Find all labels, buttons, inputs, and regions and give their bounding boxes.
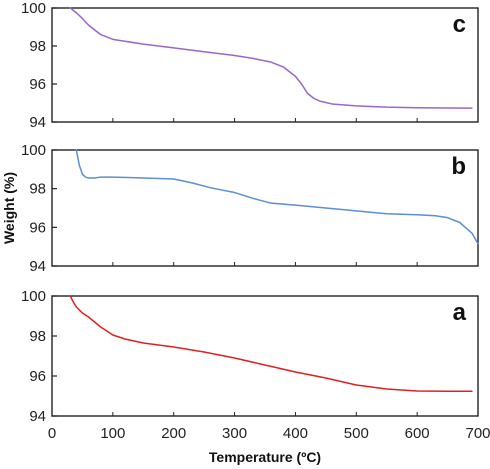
x-tick-label: 100 bbox=[100, 425, 125, 442]
panel-b: 94 96 98 100 b bbox=[21, 142, 479, 275]
y-tick-label: 100 bbox=[21, 142, 46, 159]
series-line-a bbox=[69, 295, 473, 392]
x-tick-label: 300 bbox=[222, 425, 247, 442]
panel-c-frame bbox=[51, 7, 479, 123]
x-tick-label: 200 bbox=[161, 425, 186, 442]
panel-a: 94 96 98 100 a bbox=[21, 288, 479, 425]
y-tick-label: 98 bbox=[29, 181, 46, 198]
y-axis-title: Weight (%) bbox=[1, 172, 17, 244]
x-tick-label: 700 bbox=[465, 425, 490, 442]
panel-label-c: c bbox=[453, 11, 466, 38]
x-tick-label: 600 bbox=[405, 425, 430, 442]
y-tick-label: 94 bbox=[29, 258, 46, 275]
panel-c: 94 96 98 100 c bbox=[21, 0, 479, 131]
panel-a-frame bbox=[51, 295, 479, 417]
y-tick-label: 98 bbox=[29, 38, 46, 55]
x-tick-label: 500 bbox=[344, 425, 369, 442]
y-tick-label: 96 bbox=[29, 368, 46, 385]
series-line-b bbox=[75, 149, 479, 245]
x-tick-label: 400 bbox=[283, 425, 308, 442]
y-tick-label: 94 bbox=[29, 408, 46, 425]
series-line-c bbox=[69, 7, 473, 109]
y-tick-label: 94 bbox=[29, 114, 46, 131]
panel-label-b: b bbox=[451, 153, 466, 180]
panel-label-a: a bbox=[453, 299, 467, 326]
x-axis-title: Temperature (ºC) bbox=[209, 449, 321, 465]
y-tick-label: 98 bbox=[29, 328, 46, 345]
y-tick-label: 100 bbox=[21, 288, 46, 305]
x-tick-label: 0 bbox=[48, 425, 56, 442]
y-tick-label: 96 bbox=[29, 76, 46, 93]
panel-b-frame bbox=[51, 149, 479, 267]
y-tick-label: 100 bbox=[21, 0, 46, 17]
y-tick-label: 96 bbox=[29, 219, 46, 236]
